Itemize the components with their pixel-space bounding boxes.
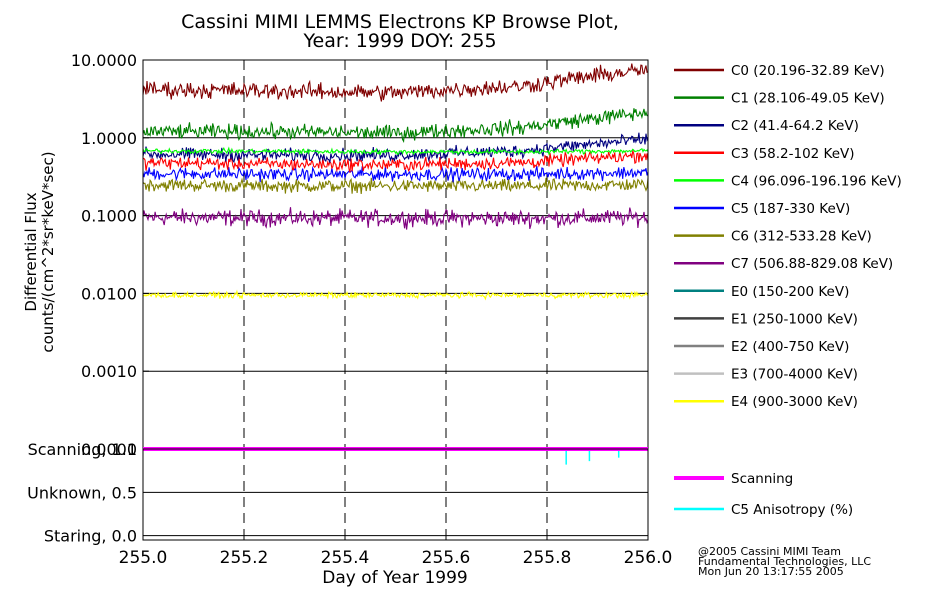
legend-label: C6 (312-533.28 KeV) [731, 229, 872, 245]
series-line-c2 [142, 132, 649, 164]
y-tick-label: 0.0010 [81, 362, 137, 381]
footer-timestamp: Mon Jun 20 13:17:55 2005 [698, 565, 844, 578]
series-line-c1 [142, 108, 649, 144]
y-tick-label: 0.0001 [81, 440, 137, 459]
legend-label: E0 (150-200 KeV) [731, 284, 849, 300]
series-line-c7 [142, 207, 649, 230]
x-axis-ticks: 255.0 255.2 255.4 255.6 255.8 256.0 [119, 534, 673, 568]
lower-panel-y-ticks: Scanning, 1.0 Unknown, 0.5 Staring, 0.0 [27, 440, 137, 546]
x-tick-label: 255.4 [321, 548, 370, 568]
series-line-e4 [142, 289, 649, 301]
legend-label: C3 (58.2-102 KeV) [731, 146, 855, 162]
y-tick-label: 10.0000 [71, 51, 137, 70]
legend-label: C2 (41.4-64.2 KeV) [731, 118, 859, 134]
x-tick-label: 255.6 [422, 548, 471, 568]
legend-label: C7 (506.88-829.08 KeV) [731, 256, 893, 272]
upper-panel-series [142, 63, 649, 301]
y-tick-label: 0.0100 [81, 284, 137, 303]
legend-label: C5 Anisotropy (%) [731, 502, 853, 518]
series-line-c0 [142, 63, 649, 102]
legend-label: E1 (250-1000 KeV) [731, 311, 858, 327]
chart-title-line2: Year: 1999 DOY: 255 [302, 30, 496, 52]
x-tick-label: 255.8 [523, 548, 572, 568]
legend-label: E2 (400-750 KeV) [731, 339, 849, 355]
upper-panel-y-ticks: 10.0000 1.0000 0.1000 0.0100 0.0010 0.0001 [71, 51, 149, 459]
legend-label: C1 (28.106-49.05 KeV) [731, 91, 885, 107]
legend-label: C5 (187-330 KeV) [731, 201, 850, 217]
x-tick-label: 255.2 [220, 548, 269, 568]
series-line-c6 [142, 177, 649, 194]
lower-y-tick-label: Unknown, 0.5 [27, 483, 137, 502]
legend: C0 (20.196-32.89 KeV) C1 (28.106-49.05 Ke… [674, 63, 902, 518]
x-tick-label: 256.0 [624, 548, 673, 568]
series-line-c3 [142, 150, 649, 173]
y-tick-label: 0.1000 [81, 207, 137, 226]
legend-label: C4 (96.096-196.196 KeV) [731, 173, 902, 189]
x-tick-label: 255.0 [119, 548, 168, 568]
legend-label: E4 (900-3000 KeV) [731, 394, 858, 410]
lower-panel-frame [142, 448, 649, 541]
lower-y-tick-label: Staring, 0.0 [44, 527, 137, 546]
legend-label: E3 (700-4000 KeV) [731, 367, 858, 383]
footer-organization: Fundamental Technologies, LLC [698, 555, 871, 568]
legend-label: C0 (20.196-32.89 KeV) [731, 63, 885, 79]
series-line-c5 [142, 165, 649, 183]
lower-y-tick-label: Scanning, 1.0 [28, 440, 137, 459]
y-axis-label-line2: counts/(cm^2*sr*keV*sec) [39, 151, 57, 352]
y-axis-label-line1: Differential Flux [22, 192, 40, 311]
x-axis-label: Day of Year 1999 [322, 568, 467, 588]
y-tick-label: 1.0000 [81, 129, 137, 148]
legend-label: Scanning [731, 471, 793, 487]
footer-copyright: @2005 Cassini MIMI Team [698, 545, 841, 558]
chart-title-line1: Cassini MIMI LEMMS Electrons KP Browse P… [181, 11, 619, 33]
series-line-c4 [142, 146, 649, 156]
